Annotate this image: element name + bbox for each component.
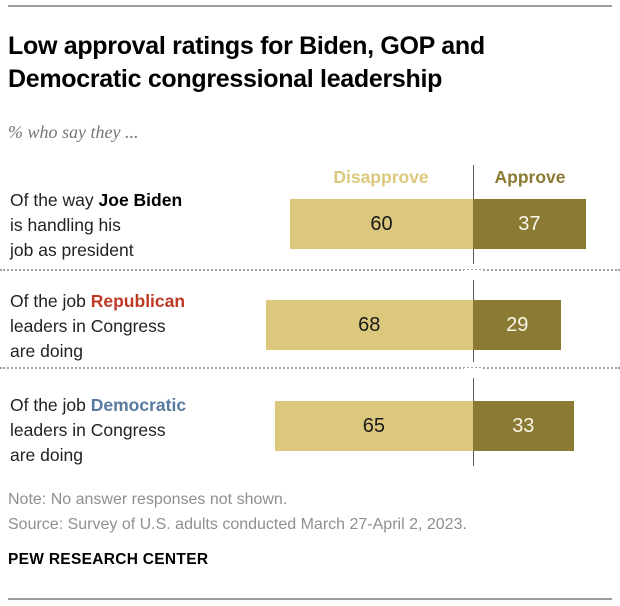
- source-text: Source: Survey of U.S. adults conducted …: [8, 516, 467, 533]
- row-label-highlight: Joe Biden: [98, 190, 183, 210]
- row-separator-1: [0, 269, 620, 274]
- legend-approve-label: Approve: [494, 167, 566, 187]
- approve-bar-democratic: 33: [473, 401, 574, 451]
- disapprove-bar-biden: 60: [290, 199, 473, 249]
- footnote-block: Note: No answer responses not shown. Sou…: [8, 487, 608, 537]
- row-label-highlight: Republican: [90, 291, 186, 311]
- row-label-line2: is handling his: [10, 215, 121, 235]
- legend-disapprove-label: Disapprove: [333, 167, 429, 187]
- row-label-democratic: Of the job Democratic leaders in Congres…: [10, 393, 260, 468]
- row-label-line3: are doing: [10, 445, 83, 465]
- page-title: Low approval ratings for Biden, GOP and …: [8, 30, 612, 96]
- row-separator-2: [0, 367, 620, 372]
- row-label-prefix: Of the way: [10, 190, 99, 210]
- row-label-line3: are doing: [10, 341, 83, 361]
- row-label-line2: leaders in Congress: [10, 420, 166, 440]
- brand-label: PEW RESEARCH CENTER: [8, 551, 209, 568]
- row-label-republican: Of the job Republican leaders in Congres…: [10, 289, 260, 364]
- disapprove-value-republican: 68: [358, 313, 381, 336]
- bottom-rule: [8, 598, 612, 600]
- disapprove-value-democratic: 65: [362, 414, 385, 437]
- separator-gap: [464, 270, 483, 274]
- disapprove-value-biden: 60: [370, 212, 393, 235]
- row-label-line3: job as president: [10, 240, 134, 260]
- row-label-prefix: Of the job: [10, 291, 91, 311]
- approve-bar-republican: 29: [473, 300, 562, 350]
- approve-value-republican: 29: [506, 313, 529, 336]
- subtitle: % who say they ...: [8, 122, 139, 142]
- row-label-biden: Of the way Joe Biden is handling his job…: [10, 188, 260, 263]
- separator-gap: [464, 368, 483, 372]
- title-line-1: Low approval ratings for Biden, GOP and: [8, 32, 485, 60]
- title-line-2: Democratic congressional leadership: [8, 65, 443, 93]
- disapprove-bar-republican: 68: [265, 300, 473, 350]
- approve-value-biden: 37: [518, 212, 541, 235]
- note-text: Note: No answer responses not shown.: [8, 491, 288, 508]
- top-rule: [8, 5, 612, 7]
- row-label-highlight: Democratic: [90, 395, 187, 415]
- disapprove-bar-democratic: 65: [274, 401, 473, 451]
- row-label-prefix: Of the job: [10, 395, 91, 415]
- row-label-line2: leaders in Congress: [10, 316, 166, 336]
- approve-bar-biden: 37: [473, 199, 586, 249]
- approve-value-democratic: 33: [512, 414, 535, 437]
